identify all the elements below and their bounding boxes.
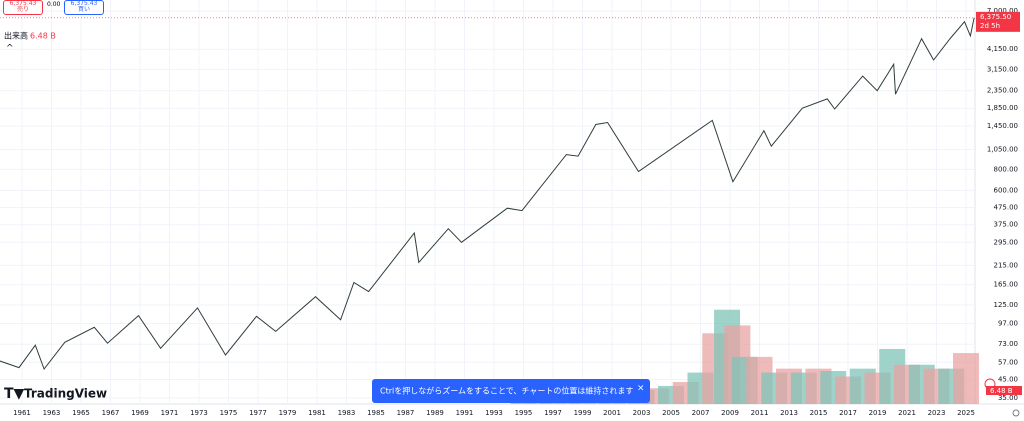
spread: 0.00 xyxy=(47,1,61,8)
volume-value: 6.48 B xyxy=(30,32,56,41)
last-price-badge xyxy=(976,11,1020,32)
price-line xyxy=(0,17,975,371)
y-tick-label: 57.00 xyxy=(998,358,1018,366)
buy-label: 買い xyxy=(77,6,90,13)
sell-button[interactable]: 6,375.43 売り xyxy=(3,0,43,15)
y-tick-label: 97.00 xyxy=(998,319,1018,327)
x-tick-label: 2013 xyxy=(780,409,798,417)
y-tick-label: 7,000.00 xyxy=(987,7,1018,15)
y-tick-label: 375.00 xyxy=(994,221,1019,229)
y-tick-label: 165.00 xyxy=(994,281,1019,289)
x-tick-label: 1979 xyxy=(279,409,297,417)
logo: T▼ TradingView xyxy=(4,386,107,402)
svg-text:T▼: T▼ xyxy=(4,386,25,402)
x-tick-label: 1995 xyxy=(515,409,533,417)
x-tick-label: 1985 xyxy=(367,409,385,417)
x-tick-label: 2023 xyxy=(928,409,946,417)
x-tick-label: 2025 xyxy=(957,409,975,417)
x-tick-label: 1973 xyxy=(190,409,208,417)
x-tick-label: 2011 xyxy=(751,409,769,417)
y-tick-label: 125.00 xyxy=(994,301,1019,309)
x-tick-label: 1961 xyxy=(13,409,31,417)
sell-price: 6,375.43 xyxy=(9,0,37,7)
y-tick-label: 295.00 xyxy=(994,238,1019,246)
y-tick-label: 73.00 xyxy=(998,340,1018,348)
countdown: 2d 5h xyxy=(980,22,1000,30)
y-tick-label: 1,050.00 xyxy=(987,146,1018,154)
y-tick-label: 475.00 xyxy=(994,203,1019,211)
x-tick-label: 1965 xyxy=(72,409,90,417)
volume-badge xyxy=(986,386,1022,395)
toast-text: Ctrlを押しながらズームをすることで、チャートの位置は維持されます xyxy=(380,386,633,396)
x-tick-label: 1963 xyxy=(43,409,61,417)
x-tick-label: 1993 xyxy=(485,409,503,417)
x-tick-label: 2009 xyxy=(721,409,739,417)
x-tick-label: 1983 xyxy=(338,409,356,417)
settings-icon[interactable] xyxy=(1012,409,1020,417)
x-tick-label: 1975 xyxy=(220,409,238,417)
x-tick-label: 2001 xyxy=(603,409,621,417)
y-tick-label: 3,150.00 xyxy=(987,65,1018,73)
x-tick-label: 2021 xyxy=(898,409,916,417)
x-tick-label: 1969 xyxy=(131,409,149,417)
x-tick-label: 1987 xyxy=(397,409,415,417)
x-tick-label: 1989 xyxy=(426,409,444,417)
x-tick-label: 1967 xyxy=(102,409,120,417)
toast-close[interactable]: × xyxy=(637,384,645,394)
y-tick-label: 2,350.00 xyxy=(987,87,1018,95)
sell-label: 売り xyxy=(16,6,29,13)
y-tick-label: 600.00 xyxy=(994,186,1019,194)
toast xyxy=(372,379,650,403)
buy-button[interactable]: 6,375.43 買い xyxy=(64,0,104,15)
buy-price: 6,375.43 xyxy=(70,0,98,7)
x-tick-label: 1997 xyxy=(544,409,562,417)
logo-text: TradingView xyxy=(24,387,107,401)
y-tick-label: 800.00 xyxy=(994,165,1019,173)
x-tick-label: 2015 xyxy=(810,409,828,417)
x-tick-label: 1971 xyxy=(161,409,179,417)
x-tick-label: 2007 xyxy=(692,409,710,417)
x-tick-label: 2017 xyxy=(839,409,857,417)
y-tick-label: 45.00 xyxy=(998,376,1018,384)
x-tick-label: 2003 xyxy=(633,409,651,417)
x-tick-label: 1999 xyxy=(574,409,592,417)
y-tick-label: 35.00 xyxy=(998,394,1018,402)
x-tick-label: 1977 xyxy=(249,409,267,417)
volume-title: 出来高 xyxy=(4,31,28,41)
volume-bar xyxy=(953,353,980,404)
x-tick-label: 1981 xyxy=(308,409,326,417)
collapse[interactable]: ^ xyxy=(6,44,14,54)
last-price-label: 6,375.50 xyxy=(980,13,1011,21)
y-tick-label: 1,850.00 xyxy=(987,104,1018,112)
x-tick-label: 1991 xyxy=(456,409,474,417)
volume-badge-text: 6.48 B xyxy=(990,387,1013,395)
y-tick-label: 215.00 xyxy=(994,261,1019,269)
y-tick-label: 1,450.00 xyxy=(987,122,1018,130)
x-tick-label: 2005 xyxy=(662,409,680,417)
y-tick-label: 4,150.00 xyxy=(987,45,1018,53)
x-tick-label: 2019 xyxy=(869,409,887,417)
